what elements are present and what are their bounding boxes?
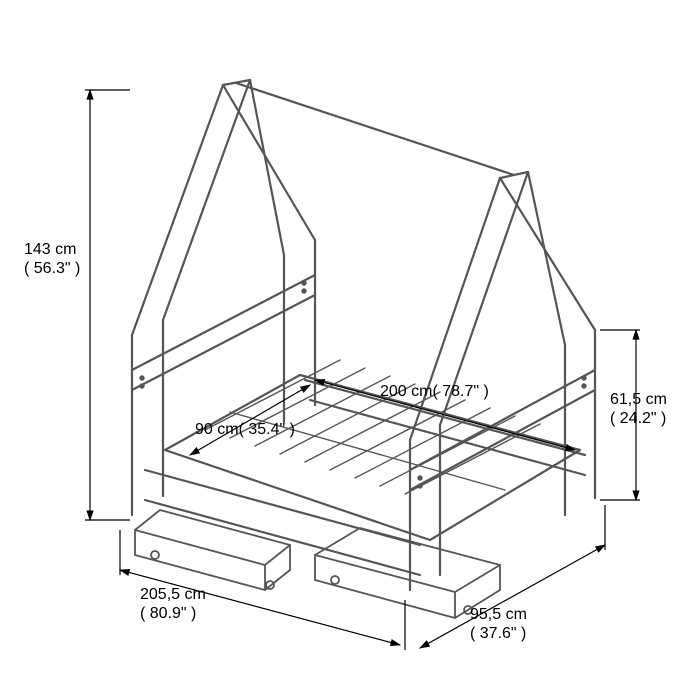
dim-width-inner-cm: 90 cm (195, 421, 239, 438)
dim-height-foot: 61,5 cm ( 24.2" ) (610, 390, 667, 428)
dim-length-outer-in: 80.9" (150, 605, 187, 622)
dim-height-total: 143 cm ( 56.3" ) (24, 240, 80, 278)
bed-frame (132, 80, 595, 618)
dim-length-inner-in: 78.7" (442, 383, 479, 400)
dim-height-foot-cm: 61,5 cm (610, 391, 667, 408)
dim-length-outer-cm: 205,5 cm (140, 586, 206, 603)
dim-length-outer: 205,5 cm ( 80.9" ) (140, 585, 206, 623)
dim-width-inner-in: 35.4" (248, 421, 285, 438)
bed-diagram-svg (0, 0, 700, 700)
dim-width-outer: 95,5 cm ( 37.6" ) (470, 605, 527, 643)
dim-width-outer-cm: 95,5 cm (470, 606, 527, 623)
dim-width-outer-in: 37.6" (480, 625, 517, 642)
dim-length-inner-cm: 200 cm (380, 383, 432, 400)
dim-length-inner: 200 cm( 78.7" ) (380, 382, 489, 401)
dim-height-foot-in: 24.2" (620, 410, 657, 427)
dim-width-inner: 90 cm( 35.4" ) (195, 420, 295, 439)
dim-height-total-cm: 143 cm (24, 241, 76, 258)
dim-height-total-in: 56.3" (34, 260, 71, 277)
diagram-stage: 143 cm ( 56.3" ) 205,5 cm ( 80.9" ) 95,5… (0, 0, 700, 700)
